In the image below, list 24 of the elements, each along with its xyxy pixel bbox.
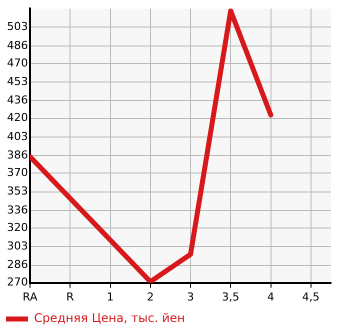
- y-tick-label: 320: [7, 220, 28, 234]
- y-tick-label: 286: [7, 258, 28, 272]
- y-tick-label: 370: [7, 166, 28, 179]
- x-tick-label: RA: [22, 290, 38, 304]
- y-tick-label: 353: [7, 184, 28, 198]
- y-tick-label: 386: [7, 148, 28, 162]
- y-tick-label: 453: [7, 74, 28, 88]
- x-tick-label: 3: [187, 290, 194, 304]
- x-tick-label: 4,5: [302, 290, 320, 304]
- y-tick-label: 336: [7, 203, 28, 216]
- x-tick-label: 1: [106, 290, 114, 304]
- y-tick-label: 486: [7, 38, 28, 52]
- x-tick-label: 4: [267, 290, 274, 304]
- y-tick-label: 420: [7, 111, 28, 124]
- legend-label: Средняя Цена, тыс. йен: [34, 311, 186, 326]
- y-tick-label: 270: [7, 276, 28, 289]
- y-tick-label: 303: [7, 239, 28, 252]
- y-tick-label: 403: [7, 130, 28, 143]
- y-tick-label: 503: [7, 20, 28, 34]
- x-tick-label: R: [66, 290, 74, 304]
- y-tick-label: 470: [7, 56, 28, 70]
- x-tick-label: 2: [146, 290, 154, 304]
- y-tick-label: 436: [7, 94, 28, 107]
- x-tick-label: 3,5: [222, 290, 240, 304]
